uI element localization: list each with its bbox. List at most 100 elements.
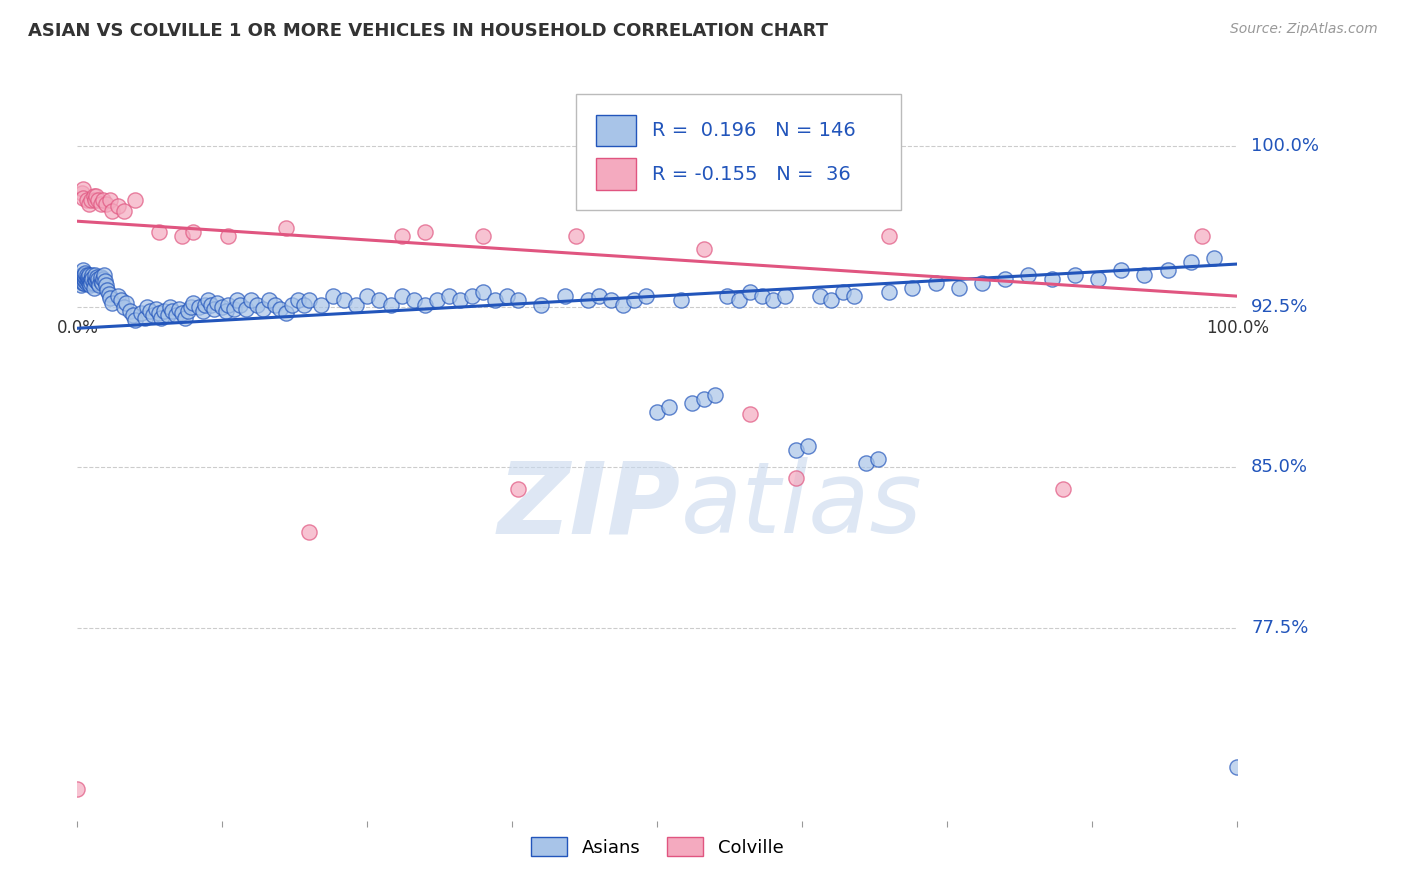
Point bbox=[87, 272, 110, 286]
Point bbox=[72, 191, 94, 205]
Point bbox=[205, 295, 228, 310]
Point bbox=[797, 439, 820, 453]
Point bbox=[773, 289, 796, 303]
Point bbox=[972, 277, 994, 291]
Point bbox=[72, 268, 94, 282]
Point bbox=[84, 188, 107, 202]
Text: 0.0%: 0.0% bbox=[56, 318, 98, 336]
Point bbox=[901, 280, 924, 294]
Point bbox=[86, 269, 108, 284]
Point bbox=[72, 277, 94, 291]
Point bbox=[588, 289, 610, 303]
Point bbox=[380, 298, 402, 312]
Point bbox=[76, 274, 98, 288]
Point bbox=[877, 229, 901, 244]
Point bbox=[1018, 268, 1040, 282]
Point bbox=[309, 298, 332, 312]
Point bbox=[76, 272, 98, 286]
Point bbox=[191, 304, 214, 318]
Point bbox=[727, 293, 749, 308]
Point bbox=[174, 310, 197, 325]
Point bbox=[565, 229, 588, 244]
Point bbox=[658, 401, 681, 415]
Point bbox=[72, 263, 94, 277]
Point bbox=[530, 298, 553, 312]
Point bbox=[669, 293, 692, 308]
Point bbox=[274, 220, 298, 235]
Point bbox=[866, 451, 889, 466]
Point bbox=[693, 242, 716, 256]
Point bbox=[90, 274, 111, 288]
Point bbox=[89, 278, 111, 293]
Point bbox=[122, 309, 145, 323]
Point bbox=[808, 289, 831, 303]
Point bbox=[217, 229, 239, 244]
Point bbox=[142, 309, 165, 323]
Point bbox=[344, 298, 367, 312]
Point bbox=[612, 298, 634, 312]
Point bbox=[368, 293, 391, 308]
Point bbox=[80, 193, 103, 207]
Point bbox=[426, 293, 449, 308]
Point bbox=[217, 298, 239, 312]
Point bbox=[1087, 272, 1109, 286]
Point bbox=[115, 295, 138, 310]
Point bbox=[751, 289, 773, 303]
Text: atlas: atlas bbox=[681, 458, 922, 555]
Point bbox=[298, 293, 321, 308]
Point bbox=[83, 188, 105, 202]
Point bbox=[101, 295, 124, 310]
Point bbox=[693, 392, 716, 406]
Point bbox=[740, 285, 762, 299]
Point bbox=[75, 266, 97, 280]
Point bbox=[820, 293, 842, 308]
Point bbox=[76, 269, 98, 284]
Point bbox=[72, 272, 94, 286]
Point bbox=[87, 277, 110, 291]
Point bbox=[83, 272, 105, 286]
Point bbox=[76, 193, 98, 207]
Point bbox=[91, 272, 114, 286]
Point bbox=[785, 443, 807, 458]
Point bbox=[69, 278, 91, 293]
Point bbox=[1191, 229, 1213, 244]
Point bbox=[762, 293, 785, 308]
Point bbox=[70, 268, 93, 282]
Point bbox=[90, 269, 111, 284]
Point bbox=[197, 293, 219, 308]
Point bbox=[506, 293, 529, 308]
Point bbox=[855, 456, 877, 470]
Point bbox=[740, 407, 762, 421]
Point bbox=[170, 229, 193, 244]
Point bbox=[82, 272, 104, 286]
Point bbox=[66, 781, 89, 796]
Point bbox=[94, 274, 117, 288]
Point bbox=[240, 293, 263, 308]
Point bbox=[391, 229, 413, 244]
Bar bbox=[596, 115, 637, 146]
Point bbox=[70, 186, 93, 201]
Point bbox=[1202, 251, 1225, 265]
Point bbox=[484, 293, 506, 308]
Point bbox=[72, 182, 94, 196]
Point bbox=[101, 203, 124, 218]
Point bbox=[112, 300, 135, 314]
Point bbox=[98, 291, 121, 305]
Point bbox=[149, 310, 172, 325]
Point bbox=[600, 293, 623, 308]
Point bbox=[110, 293, 132, 308]
Point bbox=[96, 278, 118, 293]
Point bbox=[506, 482, 529, 496]
Point bbox=[333, 293, 356, 308]
Point bbox=[96, 197, 118, 211]
Point bbox=[148, 306, 170, 320]
Point bbox=[246, 298, 269, 312]
Point bbox=[96, 283, 118, 297]
Point bbox=[124, 312, 146, 326]
Point bbox=[183, 295, 205, 310]
Point bbox=[634, 289, 657, 303]
Point bbox=[153, 304, 176, 318]
Point bbox=[76, 268, 98, 282]
Point bbox=[139, 304, 162, 318]
Point bbox=[1052, 482, 1074, 496]
